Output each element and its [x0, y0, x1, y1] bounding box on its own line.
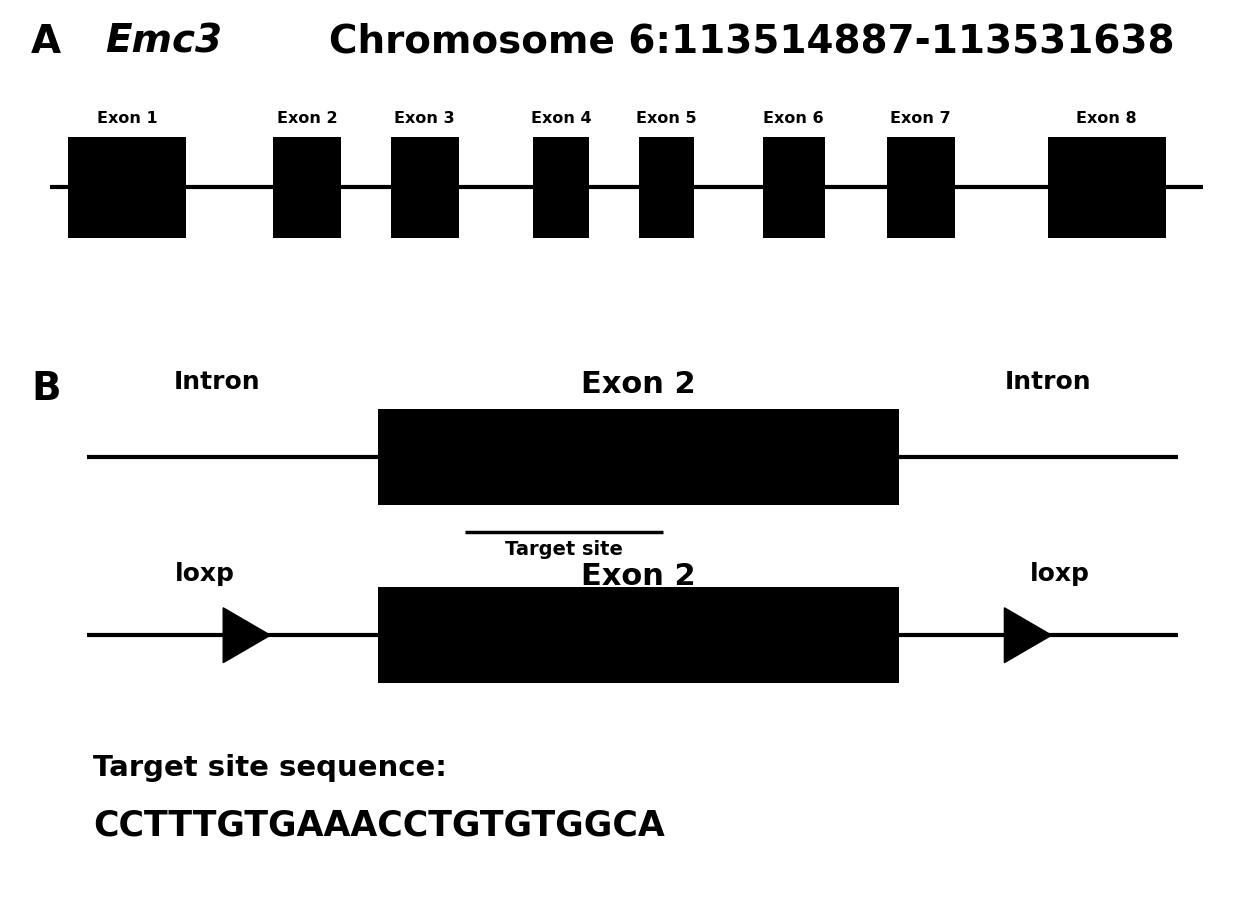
Text: Emc3: Emc3	[105, 23, 222, 61]
Text: Exon 8: Exon 8	[1076, 112, 1137, 126]
Bar	[273, 137, 341, 238]
Text: Exon 1: Exon 1	[97, 112, 157, 126]
Text: Target site: Target site	[505, 539, 624, 558]
Text: loxp: loxp	[1030, 562, 1090, 586]
Text: Exon 2: Exon 2	[582, 562, 696, 591]
Text: Exon 6: Exon 6	[764, 112, 823, 126]
Bar	[68, 137, 186, 238]
Text: CCTTTGTGAAACCTGTGTGGCA: CCTTTGTGAAACCTGTGTGGCA	[93, 809, 665, 843]
Text: A: A	[31, 23, 61, 61]
Bar	[1048, 137, 1166, 238]
Text: Intron: Intron	[174, 370, 260, 394]
Bar	[378, 588, 899, 684]
Bar	[533, 137, 589, 238]
Polygon shape	[223, 608, 270, 663]
Text: Exon 3: Exon 3	[394, 112, 455, 126]
Text: Exon 2: Exon 2	[582, 370, 696, 399]
Polygon shape	[1004, 608, 1052, 663]
Text: Exon 4: Exon 4	[531, 112, 591, 126]
Text: loxp: loxp	[175, 562, 234, 586]
Bar	[763, 137, 825, 238]
Text: Exon 5: Exon 5	[636, 112, 697, 126]
Bar	[378, 409, 899, 505]
Bar	[391, 137, 459, 238]
Text: Exon 2: Exon 2	[277, 112, 337, 126]
Text: B: B	[31, 370, 61, 409]
Text: Target site sequence:: Target site sequence:	[93, 754, 446, 782]
Text: Chromosome 6:113514887-113531638: Chromosome 6:113514887-113531638	[329, 23, 1174, 61]
Bar	[639, 137, 694, 238]
Text: Intron: Intron	[1004, 370, 1091, 394]
Text: Exon 7: Exon 7	[890, 112, 951, 126]
Bar	[887, 137, 955, 238]
